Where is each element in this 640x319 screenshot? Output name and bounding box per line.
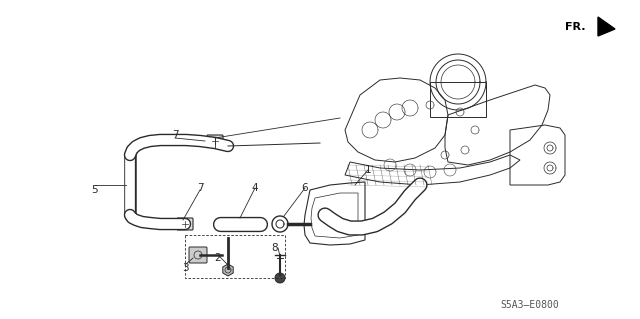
- Polygon shape: [598, 17, 615, 36]
- Text: 7: 7: [196, 183, 204, 193]
- Text: 4: 4: [252, 183, 259, 193]
- FancyBboxPatch shape: [207, 135, 223, 147]
- Text: 2: 2: [214, 253, 221, 263]
- FancyBboxPatch shape: [177, 218, 193, 230]
- Text: FR.: FR.: [564, 22, 585, 32]
- Text: 3: 3: [182, 263, 188, 273]
- Text: 5: 5: [92, 185, 99, 195]
- Text: 7: 7: [172, 130, 179, 140]
- Text: 6: 6: [301, 183, 308, 193]
- Text: 1: 1: [365, 165, 371, 175]
- Text: S5A3–E0800: S5A3–E0800: [500, 300, 559, 310]
- FancyBboxPatch shape: [189, 247, 207, 263]
- Text: 8: 8: [272, 243, 278, 253]
- Polygon shape: [223, 264, 233, 276]
- Circle shape: [275, 273, 285, 283]
